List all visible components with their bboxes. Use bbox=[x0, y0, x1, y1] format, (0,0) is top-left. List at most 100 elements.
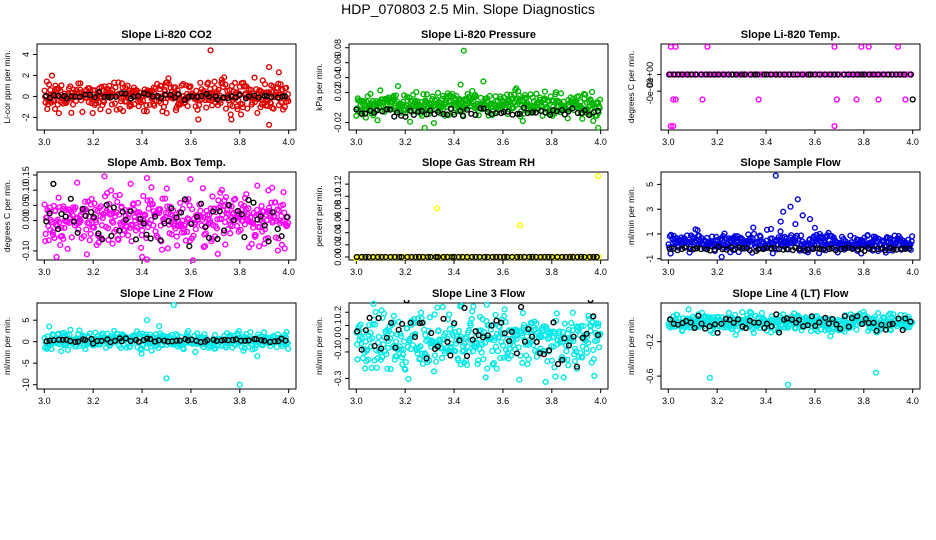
data-point bbox=[373, 364, 381, 371]
y-tick-label: 4 bbox=[21, 52, 31, 57]
data-point bbox=[501, 306, 508, 313]
reference-point bbox=[205, 234, 213, 242]
reference-point bbox=[210, 336, 217, 343]
reference-point bbox=[858, 320, 866, 328]
data-point bbox=[228, 116, 235, 123]
reference-point bbox=[684, 71, 691, 78]
points bbox=[41, 47, 292, 128]
data-point bbox=[455, 357, 462, 364]
reference-point bbox=[96, 88, 103, 95]
data-point bbox=[750, 230, 758, 238]
reference-point bbox=[218, 337, 225, 344]
reference-point bbox=[480, 105, 487, 112]
data-point bbox=[140, 192, 147, 200]
reference-point bbox=[489, 253, 496, 261]
reference-point bbox=[841, 313, 848, 320]
reference-point bbox=[825, 320, 832, 327]
panel-8: Slope Line 3 Flow 3.0 3.2 3.4 3.6 3.8 4.0 -0.3 -… bbox=[314, 288, 609, 406]
data-point bbox=[251, 74, 258, 81]
data-point bbox=[148, 184, 155, 191]
reference-point bbox=[402, 113, 409, 120]
reference-point bbox=[886, 321, 893, 328]
reference-point bbox=[181, 196, 189, 203]
y-tick-label: 0.08 bbox=[333, 39, 343, 57]
reference-point bbox=[152, 213, 159, 220]
data-point bbox=[57, 242, 64, 249]
data-point bbox=[192, 226, 199, 233]
data-point bbox=[221, 197, 228, 204]
reference-point bbox=[112, 93, 120, 100]
data-point bbox=[266, 204, 273, 211]
data-point bbox=[163, 375, 170, 382]
data-point bbox=[275, 69, 283, 76]
data-point bbox=[45, 81, 53, 88]
data-point bbox=[426, 314, 433, 321]
panel-1: Slope Li-820 CO2 3.0 3.2 3.4 3.6 3.8 4.0 -2 0 2 4 L… bbox=[2, 29, 297, 147]
reference-point bbox=[897, 71, 904, 78]
data-point bbox=[430, 119, 438, 127]
data-point bbox=[86, 330, 93, 337]
data-point bbox=[588, 88, 596, 96]
data-point bbox=[149, 201, 156, 208]
reference-point bbox=[858, 71, 865, 78]
data-point bbox=[417, 343, 424, 350]
data-point bbox=[797, 232, 805, 239]
data-point bbox=[552, 373, 559, 380]
data-point bbox=[58, 348, 65, 355]
reference-point bbox=[882, 326, 889, 333]
data-point bbox=[156, 323, 163, 330]
data-point bbox=[132, 227, 140, 234]
reference-point bbox=[173, 337, 180, 344]
data-point bbox=[486, 92, 493, 100]
data-point bbox=[143, 256, 151, 263]
data-point bbox=[898, 238, 905, 246]
reference-point bbox=[521, 338, 529, 345]
data-point bbox=[433, 358, 440, 365]
data-point bbox=[670, 96, 677, 103]
data-point bbox=[453, 340, 460, 347]
reference-point bbox=[216, 208, 223, 215]
data-point bbox=[435, 327, 442, 334]
x-tick-label: 3.8 bbox=[546, 396, 559, 406]
data-point bbox=[123, 98, 130, 105]
y-tick-label: -5 bbox=[21, 359, 31, 367]
data-point bbox=[553, 310, 560, 317]
data-point bbox=[682, 71, 689, 78]
reference-point bbox=[801, 247, 808, 254]
data-point bbox=[215, 197, 222, 204]
data-point bbox=[685, 306, 692, 313]
reference-point bbox=[536, 350, 544, 357]
reference-point bbox=[804, 322, 811, 329]
data-point bbox=[421, 124, 428, 131]
data-point bbox=[574, 324, 582, 331]
data-point bbox=[51, 105, 59, 113]
data-point bbox=[117, 98, 125, 105]
x-tick-label: 3.8 bbox=[858, 137, 871, 147]
reference-point bbox=[569, 105, 576, 112]
reference-point bbox=[188, 220, 195, 228]
data-point bbox=[595, 124, 602, 131]
reference-point bbox=[742, 324, 750, 332]
x-tick-label: 3.4 bbox=[760, 137, 773, 147]
reference-point bbox=[878, 321, 885, 328]
data-point bbox=[410, 319, 417, 326]
reference-point bbox=[236, 91, 244, 99]
x-tick-label: 4.0 bbox=[282, 267, 295, 277]
data-point bbox=[68, 109, 75, 116]
data-point bbox=[67, 326, 74, 333]
reference-point bbox=[55, 92, 62, 100]
reference-point bbox=[746, 247, 754, 254]
data-point bbox=[214, 250, 221, 258]
reference-point bbox=[532, 109, 539, 116]
reference-point bbox=[849, 245, 856, 253]
data-point bbox=[667, 122, 674, 130]
reference-point bbox=[43, 218, 50, 225]
data-point bbox=[98, 83, 105, 91]
y-tick-label: -0.02 bbox=[333, 112, 343, 133]
data-point bbox=[777, 228, 784, 235]
data-point bbox=[72, 204, 79, 211]
data-point bbox=[423, 91, 431, 98]
reference-point bbox=[383, 334, 390, 341]
x-tick-label: 4.0 bbox=[906, 396, 919, 406]
reference-point bbox=[698, 320, 705, 327]
